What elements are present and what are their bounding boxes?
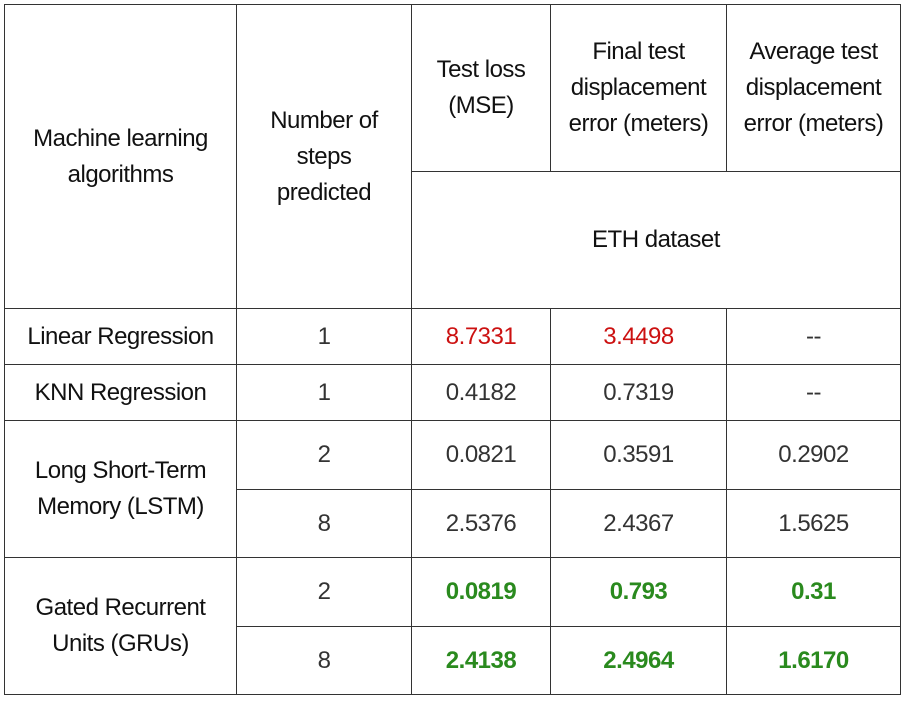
- final-error-cell: 0.7319: [550, 364, 727, 421]
- algorithm-cell: Gated Recurrent Units (GRUs): [4, 557, 237, 695]
- test-loss-cell: 2.5376: [411, 489, 551, 558]
- average-error-cell: --: [726, 364, 901, 421]
- header-final-error: Final test displacement error (meters): [550, 4, 727, 172]
- algorithm-cell: Linear Regression: [4, 308, 237, 365]
- final-error-cell: 2.4964: [550, 626, 727, 695]
- table-row: Linear Regression 1 8.7331 3.4498 --: [4, 308, 901, 365]
- average-error-cell: 1.5625: [726, 489, 901, 558]
- table-row: Gated Recurrent Units (GRUs) 2 0.0819 0.…: [4, 557, 901, 695]
- header-steps: Number of steps predicted: [236, 4, 412, 309]
- final-error-cell: 3.4498: [550, 308, 727, 365]
- table-row: KNN Regression 1 0.4182 0.7319 --: [4, 364, 901, 421]
- test-loss-cell: 0.0819: [411, 557, 551, 627]
- final-error-cell: 0.3591: [550, 420, 727, 490]
- steps-cell: 2: [236, 420, 412, 490]
- test-loss-cell: 0.0821: [411, 420, 551, 490]
- steps-cell: 8: [236, 626, 412, 695]
- final-error-cell: 2.4367: [550, 489, 727, 558]
- header-algorithms: Machine learning algorithms: [4, 4, 237, 309]
- average-error-cell: 0.31: [726, 557, 901, 627]
- steps-cell: 8: [236, 489, 412, 558]
- test-loss-cell: 0.4182: [411, 364, 551, 421]
- algorithm-cell: Long Short-Term Memory (LSTM): [4, 420, 237, 558]
- results-table: Machine learning algorithms Number of st…: [4, 4, 901, 695]
- steps-cell: 2: [236, 557, 412, 627]
- table-row: 8 2.4138 2.4964 1.6170: [5, 626, 901, 695]
- algorithm-cell: KNN Regression: [4, 364, 237, 421]
- average-error-cell: 0.2902: [726, 420, 901, 490]
- steps-cell: 1: [236, 308, 412, 365]
- dataset-row: ETH dataset: [5, 171, 901, 309]
- test-loss-cell: 2.4138: [411, 626, 551, 695]
- table-row: 8 2.5376 2.4367 1.5625: [5, 489, 901, 558]
- average-error-cell: --: [726, 308, 901, 365]
- header-row: Machine learning algorithms Number of st…: [4, 4, 901, 309]
- final-error-cell: 0.793: [550, 557, 727, 627]
- header-dataset: ETH dataset: [411, 171, 901, 309]
- steps-cell: 1: [236, 364, 412, 421]
- header-average-error: Average test displacement error (meters): [726, 4, 901, 172]
- header-test-loss: Test loss (MSE): [411, 4, 551, 172]
- test-loss-cell: 8.7331: [411, 308, 551, 365]
- average-error-cell: 1.6170: [726, 626, 901, 695]
- table-row: Long Short-Term Memory (LSTM) 2 0.0821 0…: [4, 420, 901, 558]
